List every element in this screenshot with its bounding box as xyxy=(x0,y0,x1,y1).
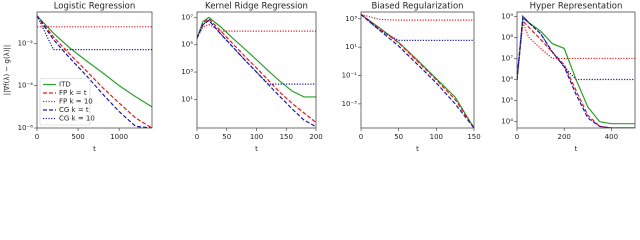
series-line xyxy=(517,22,635,80)
series-line xyxy=(197,16,316,98)
x-tick-label: 0 xyxy=(195,133,199,141)
y-tick-label: 10¹ xyxy=(345,43,357,51)
y-tick-label: 10¹ xyxy=(181,95,193,103)
y-tick-label: 10⁶ xyxy=(501,76,513,84)
plot-frame xyxy=(360,11,475,129)
x-axis-label: t xyxy=(575,145,578,153)
series-line xyxy=(517,17,635,125)
series-line xyxy=(37,15,152,128)
x-tick-label: 100 xyxy=(250,133,263,141)
x-axis-label: t xyxy=(255,145,258,153)
y-tick-label: 10⁻² xyxy=(18,39,34,47)
x-tick-label: 1000 xyxy=(110,133,128,141)
x-axis-label: t xyxy=(416,145,419,153)
legend-label: CG k = t xyxy=(59,106,89,114)
panel: Kernel Ridge Regression 0 50 100 150 200 10¹ 10… xyxy=(181,2,322,154)
plot-area xyxy=(37,15,152,128)
plot-frame xyxy=(196,11,317,129)
series-line xyxy=(517,19,635,128)
series-line xyxy=(197,17,316,124)
series-line xyxy=(197,19,316,128)
plot-area xyxy=(361,13,474,128)
series-line xyxy=(361,14,474,128)
panel: Biased Regularization 0 50 100 150 10⁻³ 10⁻¹ 10… xyxy=(342,2,481,154)
y-tick-label: 10⁷ xyxy=(501,54,513,62)
legend-label: FP k = 10 xyxy=(59,98,93,106)
legend-label: FP k = t xyxy=(59,89,87,97)
x-tick-label: 0 xyxy=(35,133,39,141)
y-tick-label: 10⁵ xyxy=(501,97,513,105)
x-tick-label: 500 xyxy=(71,133,84,141)
legend-label: ITD xyxy=(59,81,71,89)
x-tick-label: 200 xyxy=(309,133,322,141)
series-line xyxy=(361,14,474,41)
series-line xyxy=(37,15,152,108)
y-axis-label: ||∇f(λ) − g(λ)|| xyxy=(3,45,11,96)
panel: Hyper Representation 0 200 400 10⁴ 10⁵ 10⁶ 10⁷ 1… xyxy=(501,2,636,153)
series-line xyxy=(361,13,474,21)
y-tick-label: 10⁻⁴ xyxy=(18,82,34,90)
y-tick-label: 10⁵ xyxy=(181,41,193,49)
x-tick-label: 150 xyxy=(467,133,480,141)
x-tick-label: 0 xyxy=(515,133,519,141)
y-tick-label: 10⁻³ xyxy=(342,100,358,108)
panel-title: Logistic Regression xyxy=(54,2,136,12)
plot-area xyxy=(197,16,316,128)
x-tick-label: 100 xyxy=(430,133,443,141)
x-tick-label: 0 xyxy=(359,133,363,141)
x-tick-label: 150 xyxy=(280,133,293,141)
series-line xyxy=(517,14,635,81)
panel-title: Biased Regularization xyxy=(371,2,463,12)
legend-box xyxy=(39,78,91,126)
x-tick-label: 50 xyxy=(394,133,403,141)
plot-area xyxy=(517,14,635,128)
y-tick-label: 10⁻⁶ xyxy=(18,124,34,132)
series-line xyxy=(37,15,152,51)
y-tick-label: 10³ xyxy=(345,15,357,23)
y-tick-label: 10⁻¹ xyxy=(342,72,358,80)
series-line xyxy=(197,23,316,39)
series-line xyxy=(361,14,474,128)
plot-frame xyxy=(516,11,636,129)
panel-title: Kernel Ridge Regression xyxy=(205,2,308,12)
plot-frame xyxy=(36,11,153,129)
x-tick-label: 200 xyxy=(558,133,571,141)
x-tick-label: 400 xyxy=(605,133,618,141)
y-tick-label: 10³ xyxy=(181,68,193,76)
x-tick-label: 50 xyxy=(222,133,231,141)
series-line xyxy=(361,14,474,128)
y-tick-label: 10⁸ xyxy=(501,33,513,41)
panel-title: Hyper Representation xyxy=(530,2,623,12)
series-line xyxy=(197,19,316,85)
x-axis-label: t xyxy=(93,145,96,153)
legend-label: CG k = 10 xyxy=(59,115,95,123)
y-tick-label: 10⁹ xyxy=(501,12,513,20)
y-tick-label: 10⁴ xyxy=(501,118,513,126)
y-tick-label: 10⁷ xyxy=(181,13,193,21)
panel: Logistic Regression 0 500 1000 10⁻⁶ 10⁻⁴ 10⁻² t… xyxy=(3,2,153,153)
series-line xyxy=(37,15,152,128)
